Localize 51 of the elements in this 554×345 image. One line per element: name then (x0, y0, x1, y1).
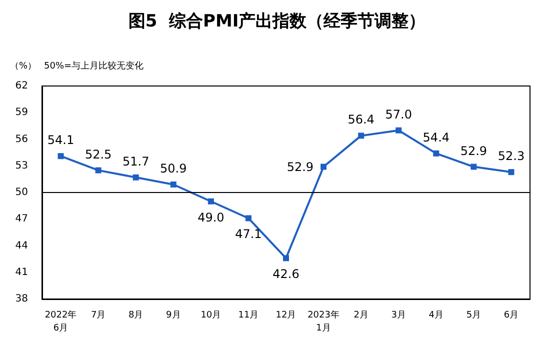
x-tick-label: 11月 (238, 310, 259, 320)
point (170, 182, 176, 188)
point (320, 164, 327, 170)
point (283, 255, 289, 262)
x-tick-label: 12月 (276, 310, 296, 320)
y-tick-label: 53 (15, 160, 28, 172)
x-tick-label: 5月 (466, 310, 482, 320)
y-tick-label: 41 (15, 266, 28, 278)
y-tick-label: 62 (15, 80, 28, 92)
point (132, 174, 139, 180)
point (58, 153, 64, 160)
x-tick-label: 9月 (166, 310, 181, 320)
text: 52.9 (286, 160, 314, 174)
x-tick-label: 6月 (504, 310, 519, 320)
text: 52.9 (460, 144, 488, 158)
text: 50%=与上月比较无变化 (44, 60, 144, 72)
point (95, 167, 102, 174)
point (245, 215, 252, 222)
text: 50.9 (160, 162, 187, 176)
y-tick-label: 44 (15, 240, 28, 252)
text: 49.0 (198, 210, 224, 224)
x-tick-label: 4月 (428, 310, 444, 320)
y-tick-label: 38 (15, 294, 28, 304)
text: 54.4 (422, 130, 450, 144)
text: 51.7 (122, 154, 150, 168)
text: （%） (10, 62, 37, 72)
x-tick-label: 2月 (354, 310, 368, 320)
y-tick-label: 50 (15, 187, 28, 198)
x-tick-label: 10月 (200, 310, 222, 320)
text: 52.5 (84, 147, 112, 162)
text: 57.0 (385, 107, 412, 122)
text: 56.4 (348, 112, 374, 127)
point (508, 169, 514, 176)
x-tick-label: 2022年 6月 (44, 310, 77, 334)
point (358, 132, 364, 139)
y-tick-label: 47 (15, 214, 28, 225)
x-tick-label: 7月 (90, 310, 106, 320)
point (470, 164, 477, 170)
text: 42.6 (272, 267, 300, 282)
text: 47.1 (235, 227, 262, 242)
y-tick-label: 59 (15, 107, 28, 118)
x-tick-label: 3月 (391, 310, 406, 320)
x-tick-label: 8月 (128, 310, 144, 320)
chart-title: 图5 综合PMI产出指数（经季节调整） (128, 12, 426, 32)
text: 52.3 (498, 149, 525, 164)
point (396, 127, 402, 134)
y-tick-label: 56 (15, 134, 28, 145)
x-tick-label: 2023年 1月 (308, 310, 340, 334)
point (433, 150, 440, 156)
text: 54.1 (47, 133, 74, 148)
point (208, 198, 214, 204)
